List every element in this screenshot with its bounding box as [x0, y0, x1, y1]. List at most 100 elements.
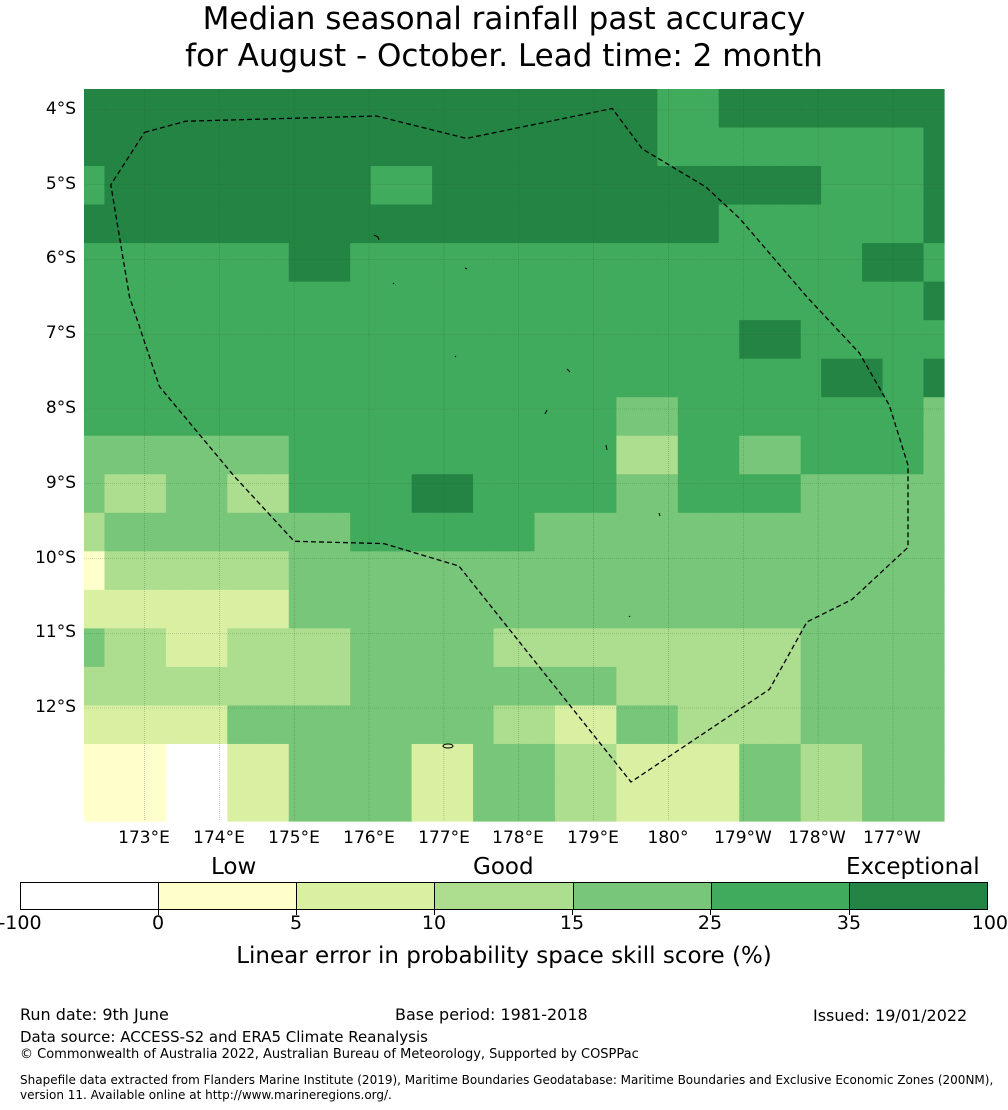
grid-cell: [432, 743, 454, 784]
grid-cell: [595, 743, 617, 784]
grid-cell: [411, 166, 433, 206]
grid-cell: [718, 512, 740, 552]
grid-cell: [616, 474, 638, 514]
grid-cell: [84, 705, 106, 745]
grid-cell: [698, 397, 720, 437]
grid-cell: [309, 551, 331, 591]
grid-cell: [268, 166, 290, 206]
grid-cell: [698, 204, 720, 244]
grid-cell: [595, 474, 617, 514]
grid-cell: [821, 551, 843, 591]
grid-cell: [288, 435, 310, 475]
grid-cell: [145, 589, 167, 629]
grid-cell: [432, 474, 454, 514]
lat-label: 5°S: [45, 174, 76, 194]
grid-cell: [800, 782, 822, 822]
grid-cell: [247, 628, 269, 668]
grid-cell: [718, 397, 740, 437]
grid-cell: [739, 589, 761, 629]
grid-cell: [821, 89, 843, 129]
grid-cell: [288, 320, 310, 360]
grid-cell: [411, 320, 433, 360]
grid-cell: [821, 474, 843, 514]
grid-cell: [534, 397, 556, 437]
grid-cell: [677, 628, 699, 668]
grid-cell: [862, 666, 884, 707]
grid-cell: [227, 628, 249, 668]
grid-cell: [903, 743, 925, 784]
grid-cell: [350, 127, 372, 167]
grid-cell: [677, 551, 699, 591]
grid-cell: [309, 705, 331, 745]
grid-cell: [534, 512, 556, 552]
grid-cell: [350, 628, 372, 668]
grid-cell: [698, 666, 720, 707]
lon-label: 177°W: [863, 828, 921, 848]
grid-cell: [145, 281, 167, 321]
grid-cell: [473, 243, 495, 283]
grid-cell: [165, 589, 187, 629]
lon-label: 176°E: [343, 828, 395, 848]
grid-cell: [452, 89, 474, 129]
grid-cell: [411, 243, 433, 283]
grid-cell: [780, 782, 802, 822]
grid-cell: [493, 628, 515, 668]
grid-cell: [247, 127, 269, 167]
grid-cell: [309, 782, 331, 822]
grid-cell: [473, 743, 495, 784]
grid-cell: [206, 782, 228, 822]
grid-cell: [247, 666, 269, 707]
grid-cell: [698, 589, 720, 629]
grid-cell: [411, 474, 433, 514]
grid-cell: [636, 551, 658, 591]
grid-cell: [124, 782, 147, 822]
colorbar-segment: [159, 883, 298, 909]
grid-cell: [104, 204, 126, 244]
grid-cell: [657, 204, 679, 244]
grid-cell: [350, 743, 372, 784]
grid-cell: [370, 320, 392, 360]
grid-cell: [329, 589, 351, 629]
grid-cell: [247, 551, 269, 591]
grid-cell: [534, 628, 556, 668]
grid-cell: [370, 782, 392, 822]
lat-label: 12°S: [35, 697, 76, 717]
grid-cell: [432, 243, 454, 283]
grid-cell: [186, 782, 208, 822]
grid-cell: [206, 474, 228, 514]
grid-cell: [411, 743, 433, 784]
grid-cell: [329, 743, 351, 784]
grid-cell: [206, 281, 228, 321]
grid-cell: [903, 358, 925, 398]
grid-cell: [370, 127, 392, 167]
grid-cell: [677, 435, 699, 475]
grid-cell: [288, 666, 310, 707]
grid-cell: [432, 204, 454, 244]
grid-cell: [370, 474, 392, 514]
grid-cell: [534, 89, 556, 129]
grid-cell: [452, 281, 474, 321]
grid-cell: [309, 127, 331, 167]
grid-cell: [657, 320, 679, 360]
grid-cell: [575, 743, 597, 784]
grid-cell: [247, 589, 269, 629]
grid-cell: [903, 204, 925, 244]
grid-cell: [370, 166, 392, 206]
lon-label: 178°W: [788, 828, 846, 848]
grid-cell: [903, 666, 925, 707]
grid-cell: [329, 628, 351, 668]
grid-cell: [657, 89, 679, 129]
grid-cell: [391, 243, 413, 283]
grid-cell: [124, 89, 147, 129]
grid-cell: [595, 358, 617, 398]
grid-cell: [657, 281, 679, 321]
grid-cell: [862, 705, 884, 745]
grid-cell: [329, 358, 351, 398]
grid-cell: [145, 551, 167, 591]
skill-score-map: [84, 89, 945, 822]
grid-cell: [227, 397, 249, 437]
grid-cell: [350, 589, 372, 629]
grid-cell: [698, 358, 720, 398]
grid-cell: [452, 243, 474, 283]
grid-cell: [575, 551, 597, 591]
